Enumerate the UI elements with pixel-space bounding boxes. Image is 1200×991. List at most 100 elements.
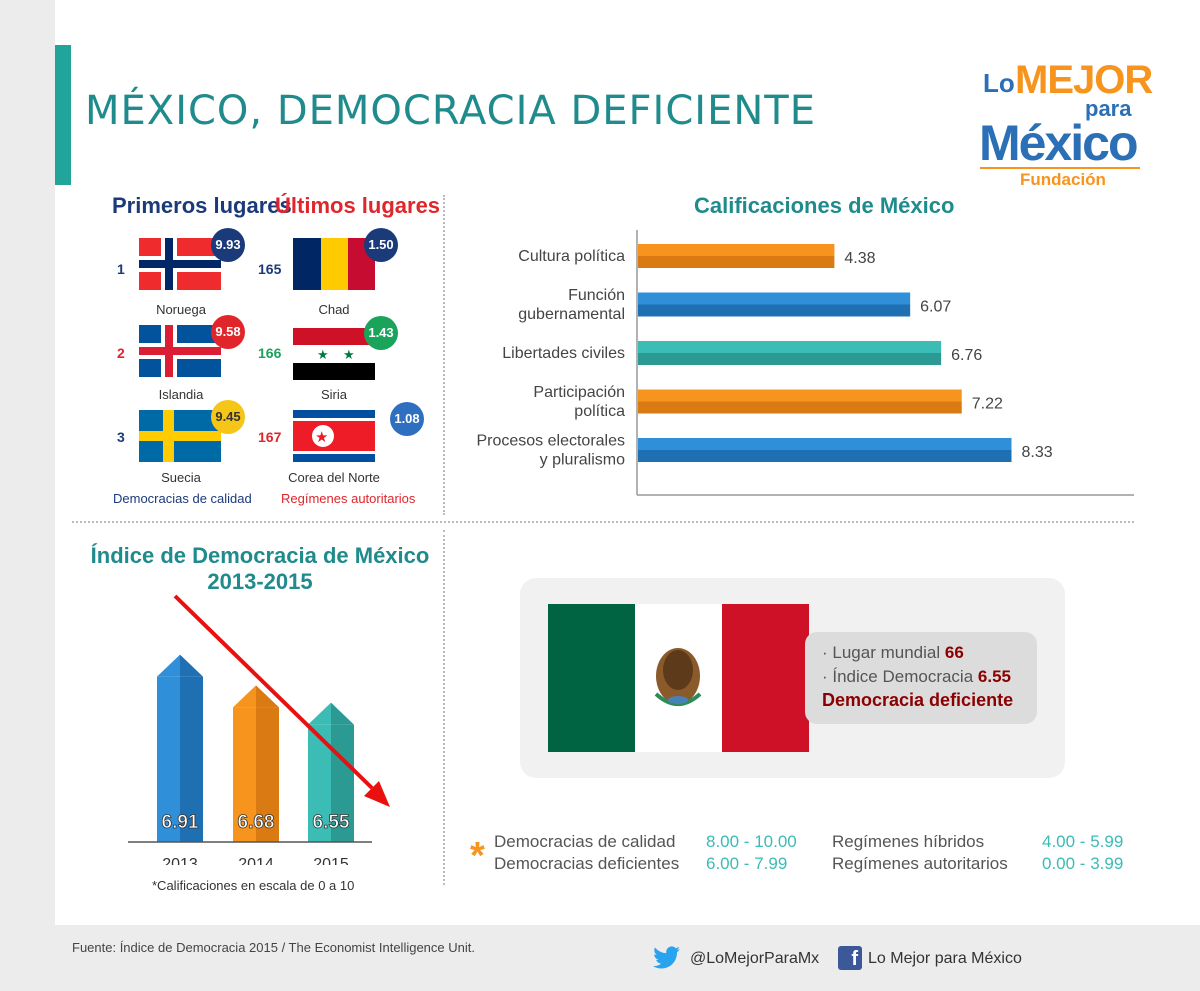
svg-text:★: ★ [343,348,355,363]
category-label: gubernamental [518,306,625,323]
legend-range: 8.00 - 10.00 [706,832,797,851]
country-name: Corea del Norte [288,470,380,485]
index-bar-cap-shade [180,654,203,677]
category-label: Participación [533,384,625,401]
category-label: Procesos electorales [476,433,625,450]
divider-horizontal [72,521,1134,523]
bar [638,450,1012,462]
last-places-heading: Últimos lugares [275,193,441,218]
country-name: Noruega [156,302,206,317]
index-value-label: 6.91 [162,812,199,833]
logo-para: para [1085,96,1132,121]
category-label: Cultura política [518,248,625,265]
flag-syria: ★ ★ [293,328,375,380]
logo-rule [980,167,1140,169]
world-rank-label: · Lugar mundial [822,643,941,662]
category-label: Libertades civiles [502,345,625,362]
bar [638,304,911,317]
bar-top [638,292,911,305]
democracy-index-line: · Índice Democracia 6.55 [822,667,1011,687]
twitter-handle[interactable]: @LoMejorParaMx [690,950,820,967]
score-badge: 9.58 [211,315,245,349]
democracy-category: Democracia deficiente [822,690,1014,710]
index-bar-shade [256,707,279,842]
country-name: Siria [320,387,347,402]
index-bar-cap [233,685,256,708]
logo-mexico: México [979,115,1139,171]
top-places-heading: Primeros lugares [112,193,292,218]
year-label: 2015 [313,856,349,865]
index-chart-note: *Calificaciones en escala de 0 a 10 [152,878,355,893]
page-title: MÉXICO, DEMOCRACIA DEFICIENTE [85,88,816,134]
index-bar [308,724,331,842]
index-bar-cap-shade [331,702,354,725]
legend-label: Democracias de calidad [494,832,676,851]
svg-text:★: ★ [317,348,329,363]
svg-text:★: ★ [315,428,328,446]
legend-range: 6.00 - 7.99 [706,854,788,873]
category-label: y pluralismo [540,452,625,469]
legend-asterisk: * [470,835,485,877]
category-label: Función [568,287,625,304]
flag-chad [293,238,375,290]
brand-logo: Lo MEJOR para México Fundación [975,58,1153,193]
bar-top [638,438,1012,450]
score-badge: 9.45 [211,400,245,434]
flag-iceland [139,325,221,377]
democracy-index-label: · Índice Democracia [822,667,974,686]
index-value-label: 6.68 [238,812,275,833]
flag-sweden [139,410,221,462]
world-rank-line: · Lugar mundial 66 [822,643,964,663]
index-bar-shade [180,676,203,842]
index-value-label: 6.55 [313,812,350,833]
index-bar-cap-shade [256,685,279,708]
bar [638,256,835,268]
index-chart: 6.91 2013 6.68 2014 6.55 2015 [128,594,390,865]
world-rank-value: 66 [944,643,964,662]
title-accent-bar [55,45,71,185]
index-bar-cap [157,654,180,677]
flag-mexico [548,604,809,752]
legend-range: 0.00 - 3.99 [1042,854,1124,873]
bar-top [638,244,835,256]
rank-number: 165 [258,261,282,277]
score-badge: 1.43 [364,316,398,350]
logo-mejor: MEJOR [1015,58,1153,102]
rank-number: 3 [117,429,125,445]
rank-number: 2 [117,345,125,361]
index-chart-title-text: Índice de Democracia de México [90,543,430,568]
rank-number: 166 [258,345,282,361]
year-label: 2013 [162,856,198,865]
flag-north-korea: ★ [293,410,375,462]
bar-value-label: 6.07 [920,299,951,316]
index-bar-cap [308,702,331,725]
bottom-footer-label: Regímenes autoritarios [281,491,416,506]
category-label: política [574,403,625,420]
country-name: Chad [318,302,350,317]
legend-label: Regímenes autoritarios [832,854,1008,873]
year-label: 2014 [238,856,274,865]
index-bar [157,676,180,842]
index-chart-subtitle: 2013-2015 [207,569,313,594]
index-bar [233,707,256,842]
score-badge: 1.08 [390,402,424,436]
trend-arrow-head [364,781,390,807]
index-chart-title: Índice de Democracia de México 2013-2015 [90,543,430,595]
top-footer-label: Democracias de calidad [113,491,252,506]
divider-vertical-bottom [443,530,445,885]
bar-value-label: 7.22 [972,396,1003,413]
democracy-index-value: 6.55 [977,667,1011,686]
bar [638,401,962,414]
legend-range: 4.00 - 5.99 [1042,832,1124,851]
facebook-page[interactable]: Lo Mejor para México [868,950,1022,967]
divider-vertical-top [443,195,445,515]
scores-chart: 4.38 Cultura política 6.07 Función gubername… [476,230,1134,496]
country-name: Islandia [158,387,204,402]
score-badge: 1.50 [364,228,398,262]
legend-label: Democracias deficientes [494,854,680,873]
rank-number: 167 [258,429,282,445]
logo-fundacion: Fundación [1020,170,1106,189]
rank-number: 1 [117,261,125,277]
bar-value-label: 8.33 [1022,444,1053,461]
legend-label: Regímenes híbridos [832,832,985,851]
